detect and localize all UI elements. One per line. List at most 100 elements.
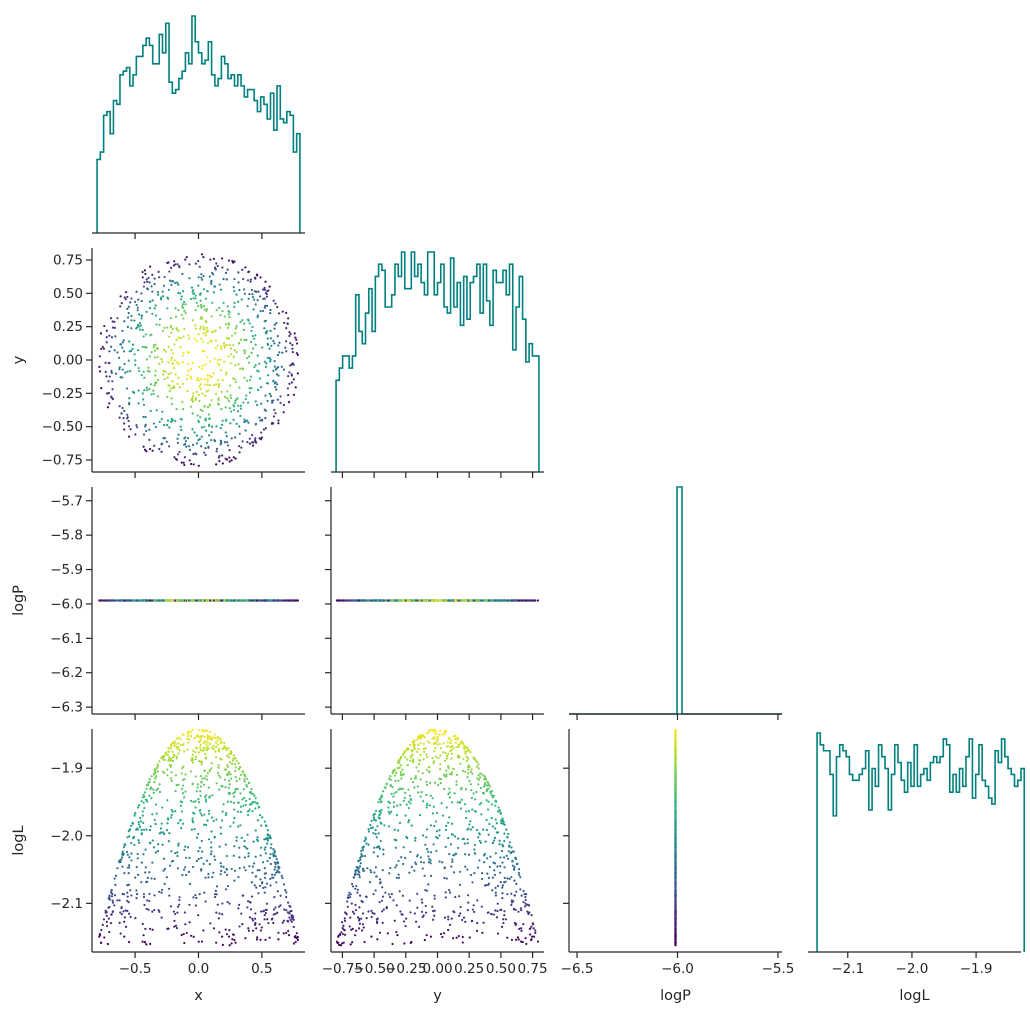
scatter-point (146, 899, 149, 902)
scatter-point (436, 735, 439, 739)
scatter-point (206, 356, 209, 359)
scatter-point (131, 347, 134, 350)
scatter-point (122, 350, 126, 353)
scatter-point (169, 326, 172, 329)
scatter-point (210, 282, 213, 286)
scatter-point (432, 843, 435, 846)
scatter-point (133, 814, 136, 817)
scatter-point (212, 747, 215, 751)
scatter-point (226, 900, 229, 904)
scatter-point (355, 884, 358, 888)
scatter-point (477, 836, 480, 839)
scatter-point (148, 780, 151, 783)
scatter-point (231, 938, 234, 941)
scatter-point (213, 855, 216, 858)
scatter-point (272, 422, 275, 425)
scatter-point (287, 317, 290, 320)
scatter-point (277, 862, 280, 865)
scatter-point (243, 845, 246, 848)
scatter-point (251, 865, 255, 868)
scatter-point (135, 426, 139, 429)
scatter-point (158, 317, 162, 321)
scatter-point (448, 787, 451, 790)
scatter-point (356, 891, 359, 894)
scatter-point (431, 797, 434, 800)
scatter-point (360, 917, 363, 920)
scatter-point (199, 325, 202, 328)
scatter-point (275, 881, 278, 884)
scatter-point (149, 265, 152, 268)
scatter-point (201, 409, 204, 413)
scatter-point (285, 350, 288, 353)
scatter-point (403, 751, 406, 754)
scatter-point (232, 792, 235, 795)
scatter-point (213, 733, 216, 736)
scatter-point (173, 343, 176, 346)
scatter-point (121, 852, 124, 856)
scatter-point (151, 290, 154, 293)
scatter-point (204, 740, 207, 743)
scatter-point (462, 916, 466, 919)
scatter-point (351, 885, 355, 888)
scatter-point (471, 919, 474, 922)
scatter-point (156, 770, 159, 773)
scatter-point (266, 859, 269, 863)
scatter-point (119, 932, 122, 935)
scatter-point (229, 825, 232, 828)
scatter-point (119, 599, 122, 602)
scatter-point (483, 884, 487, 887)
scatter-point (489, 792, 492, 795)
scatter-point (266, 343, 269, 346)
scatter-point (168, 279, 172, 282)
scatter-point (217, 747, 221, 750)
scatter-point (217, 456, 220, 459)
scatter-point (246, 305, 249, 308)
scatter-point (152, 422, 156, 425)
scatter-point (420, 790, 423, 794)
scatter-point (264, 280, 267, 283)
scatter-point (184, 436, 187, 439)
scatter-point (474, 810, 477, 813)
scatter-point (165, 829, 169, 832)
scatter-point (177, 746, 180, 749)
scatter-point (150, 333, 153, 336)
scatter-point (189, 297, 193, 301)
scatter-point (133, 843, 136, 847)
scatter-point (199, 785, 203, 788)
scatter-point (107, 917, 110, 920)
scatter-point (203, 349, 206, 353)
scatter-point (498, 809, 501, 812)
scatter-point (425, 889, 429, 892)
scatter-point (170, 358, 173, 361)
scatter-point (431, 812, 434, 815)
scatter-point (217, 764, 220, 767)
scatter-point (200, 736, 203, 739)
scatter-point (190, 759, 194, 762)
scatter-point (469, 599, 472, 602)
scatter-point (135, 893, 139, 896)
scatter-point (143, 448, 147, 451)
scatter-point (403, 920, 406, 923)
scatter-point (129, 301, 132, 304)
scatter-point (414, 861, 417, 864)
scatter-point (276, 305, 279, 309)
scatter-point (450, 865, 453, 868)
scatter-point (167, 840, 170, 843)
scatter-point (184, 440, 188, 443)
scatter-point (203, 599, 206, 602)
scatter-point (100, 928, 103, 932)
scatter-point (372, 893, 375, 896)
scatter-point (240, 912, 243, 915)
scatter-point (226, 765, 230, 768)
scatter-point (172, 741, 176, 744)
scatter-point (238, 925, 241, 928)
scatter-point (145, 358, 148, 361)
scatter-point (242, 804, 245, 807)
scatter-point (176, 867, 180, 870)
scatter-point (277, 422, 280, 425)
scatter-point (181, 382, 185, 386)
scatter-point (264, 394, 267, 397)
scatter-point (204, 447, 207, 450)
scatter-point (208, 417, 212, 420)
scatter-point (484, 840, 487, 843)
